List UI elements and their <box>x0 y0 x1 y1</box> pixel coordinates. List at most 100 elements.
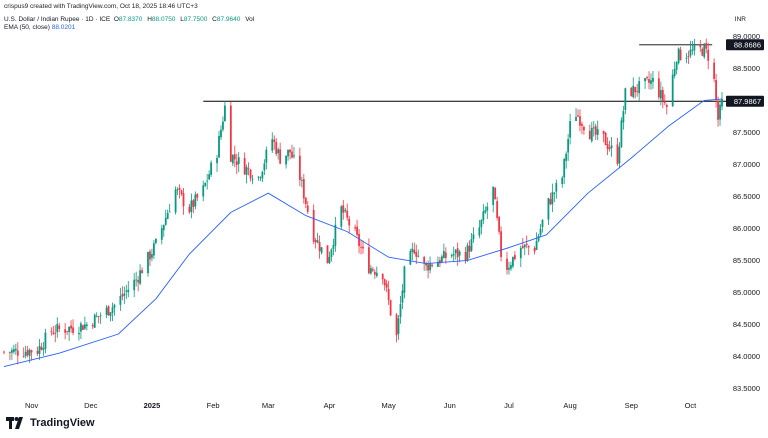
candle-body <box>581 123 583 126</box>
candle-body <box>592 127 595 129</box>
candle-body <box>472 234 475 240</box>
candle-body <box>387 288 390 301</box>
candle-body <box>178 187 181 191</box>
candle-body <box>141 270 143 274</box>
candle-body <box>456 248 459 258</box>
candle-body <box>693 45 696 51</box>
candle-body <box>512 256 514 267</box>
candle-body <box>506 258 508 270</box>
candle-body <box>677 48 680 64</box>
candle-body <box>705 43 708 49</box>
candle-body <box>679 49 682 61</box>
candle-body <box>671 74 674 107</box>
candle-body <box>452 253 455 256</box>
candle-body <box>565 153 568 161</box>
candle-body <box>713 62 716 79</box>
candle-body <box>383 279 386 286</box>
candle-body <box>245 167 248 175</box>
candle-body <box>166 213 169 219</box>
x-tick-label: Sep <box>625 401 638 410</box>
y-tick-label: 84.0000 <box>733 352 760 361</box>
candle-body <box>539 228 542 236</box>
candle-body <box>356 226 358 235</box>
candle-body <box>395 314 398 336</box>
candle-body <box>346 210 349 218</box>
x-tick-label: Nov <box>25 401 39 410</box>
candle-body <box>54 332 57 334</box>
candle-body <box>482 211 485 221</box>
candle-body <box>231 154 234 164</box>
candle-body <box>604 132 607 146</box>
candle-body <box>318 242 321 251</box>
candle-body <box>257 176 260 178</box>
candle-body <box>192 200 195 207</box>
candle-body <box>26 349 29 356</box>
candle-body <box>413 249 416 254</box>
x-tick-label: Jun <box>444 401 456 410</box>
candle-body <box>36 350 39 354</box>
candle-body <box>133 279 136 291</box>
candle-body <box>403 266 406 293</box>
candle-body <box>263 163 266 171</box>
candle-body <box>210 162 213 175</box>
symbol-title: U.S. Dollar / Indian Rupee · 1D · ICE <box>4 16 111 23</box>
price-label-box <box>726 95 764 107</box>
candle-body <box>423 256 426 264</box>
candle-body <box>533 247 536 252</box>
candle-body <box>243 157 246 175</box>
volume-label: Vol <box>245 16 255 23</box>
candle-body <box>123 293 126 296</box>
candle-body <box>300 180 303 182</box>
candle-body <box>715 80 717 100</box>
candle-body <box>561 177 564 184</box>
candle-body <box>38 345 41 355</box>
candle-body <box>105 307 108 315</box>
candle-body <box>80 323 82 332</box>
candle-body <box>95 315 98 317</box>
candle-body <box>279 149 282 164</box>
candle-body <box>442 251 445 258</box>
candle-body <box>527 246 530 248</box>
candle-body <box>602 130 605 134</box>
candle-body <box>616 144 619 164</box>
candle-body <box>316 240 319 243</box>
low-value: 87.7500 <box>183 16 208 23</box>
candle-body <box>216 157 218 164</box>
candle-body <box>249 169 252 179</box>
candle-body <box>508 267 510 270</box>
candle-body <box>291 151 293 158</box>
candle-body <box>606 144 609 149</box>
candle-body <box>650 80 652 84</box>
candle-body <box>40 346 43 350</box>
candle-body <box>484 210 487 213</box>
candle-body <box>397 318 400 334</box>
x-tick-label: 2025 <box>144 401 161 410</box>
candle-body <box>659 90 662 99</box>
candle-body <box>194 194 197 207</box>
candle-body <box>50 331 53 333</box>
tradingview-logo-icon <box>6 417 23 429</box>
y-tick-label: 84.5000 <box>733 320 760 329</box>
candle-body <box>537 235 540 241</box>
candle-body <box>360 246 362 248</box>
candle-body <box>583 126 585 131</box>
candle-body <box>646 77 648 79</box>
candle-body <box>285 155 287 165</box>
candle-body <box>389 300 392 316</box>
candle-body <box>44 332 47 349</box>
candle-body <box>174 189 177 213</box>
candle-body <box>717 100 719 120</box>
candle-body <box>342 205 345 213</box>
candle-body <box>610 145 613 149</box>
candle-body <box>196 194 199 198</box>
candle-body <box>326 245 329 264</box>
candle-body <box>10 350 13 353</box>
candle-body <box>22 355 25 357</box>
candle-body <box>119 295 122 305</box>
candle-body <box>340 206 343 227</box>
candle-body <box>42 348 45 350</box>
candle-body <box>85 324 88 327</box>
candle-body <box>454 249 457 254</box>
candle-body <box>431 264 433 267</box>
